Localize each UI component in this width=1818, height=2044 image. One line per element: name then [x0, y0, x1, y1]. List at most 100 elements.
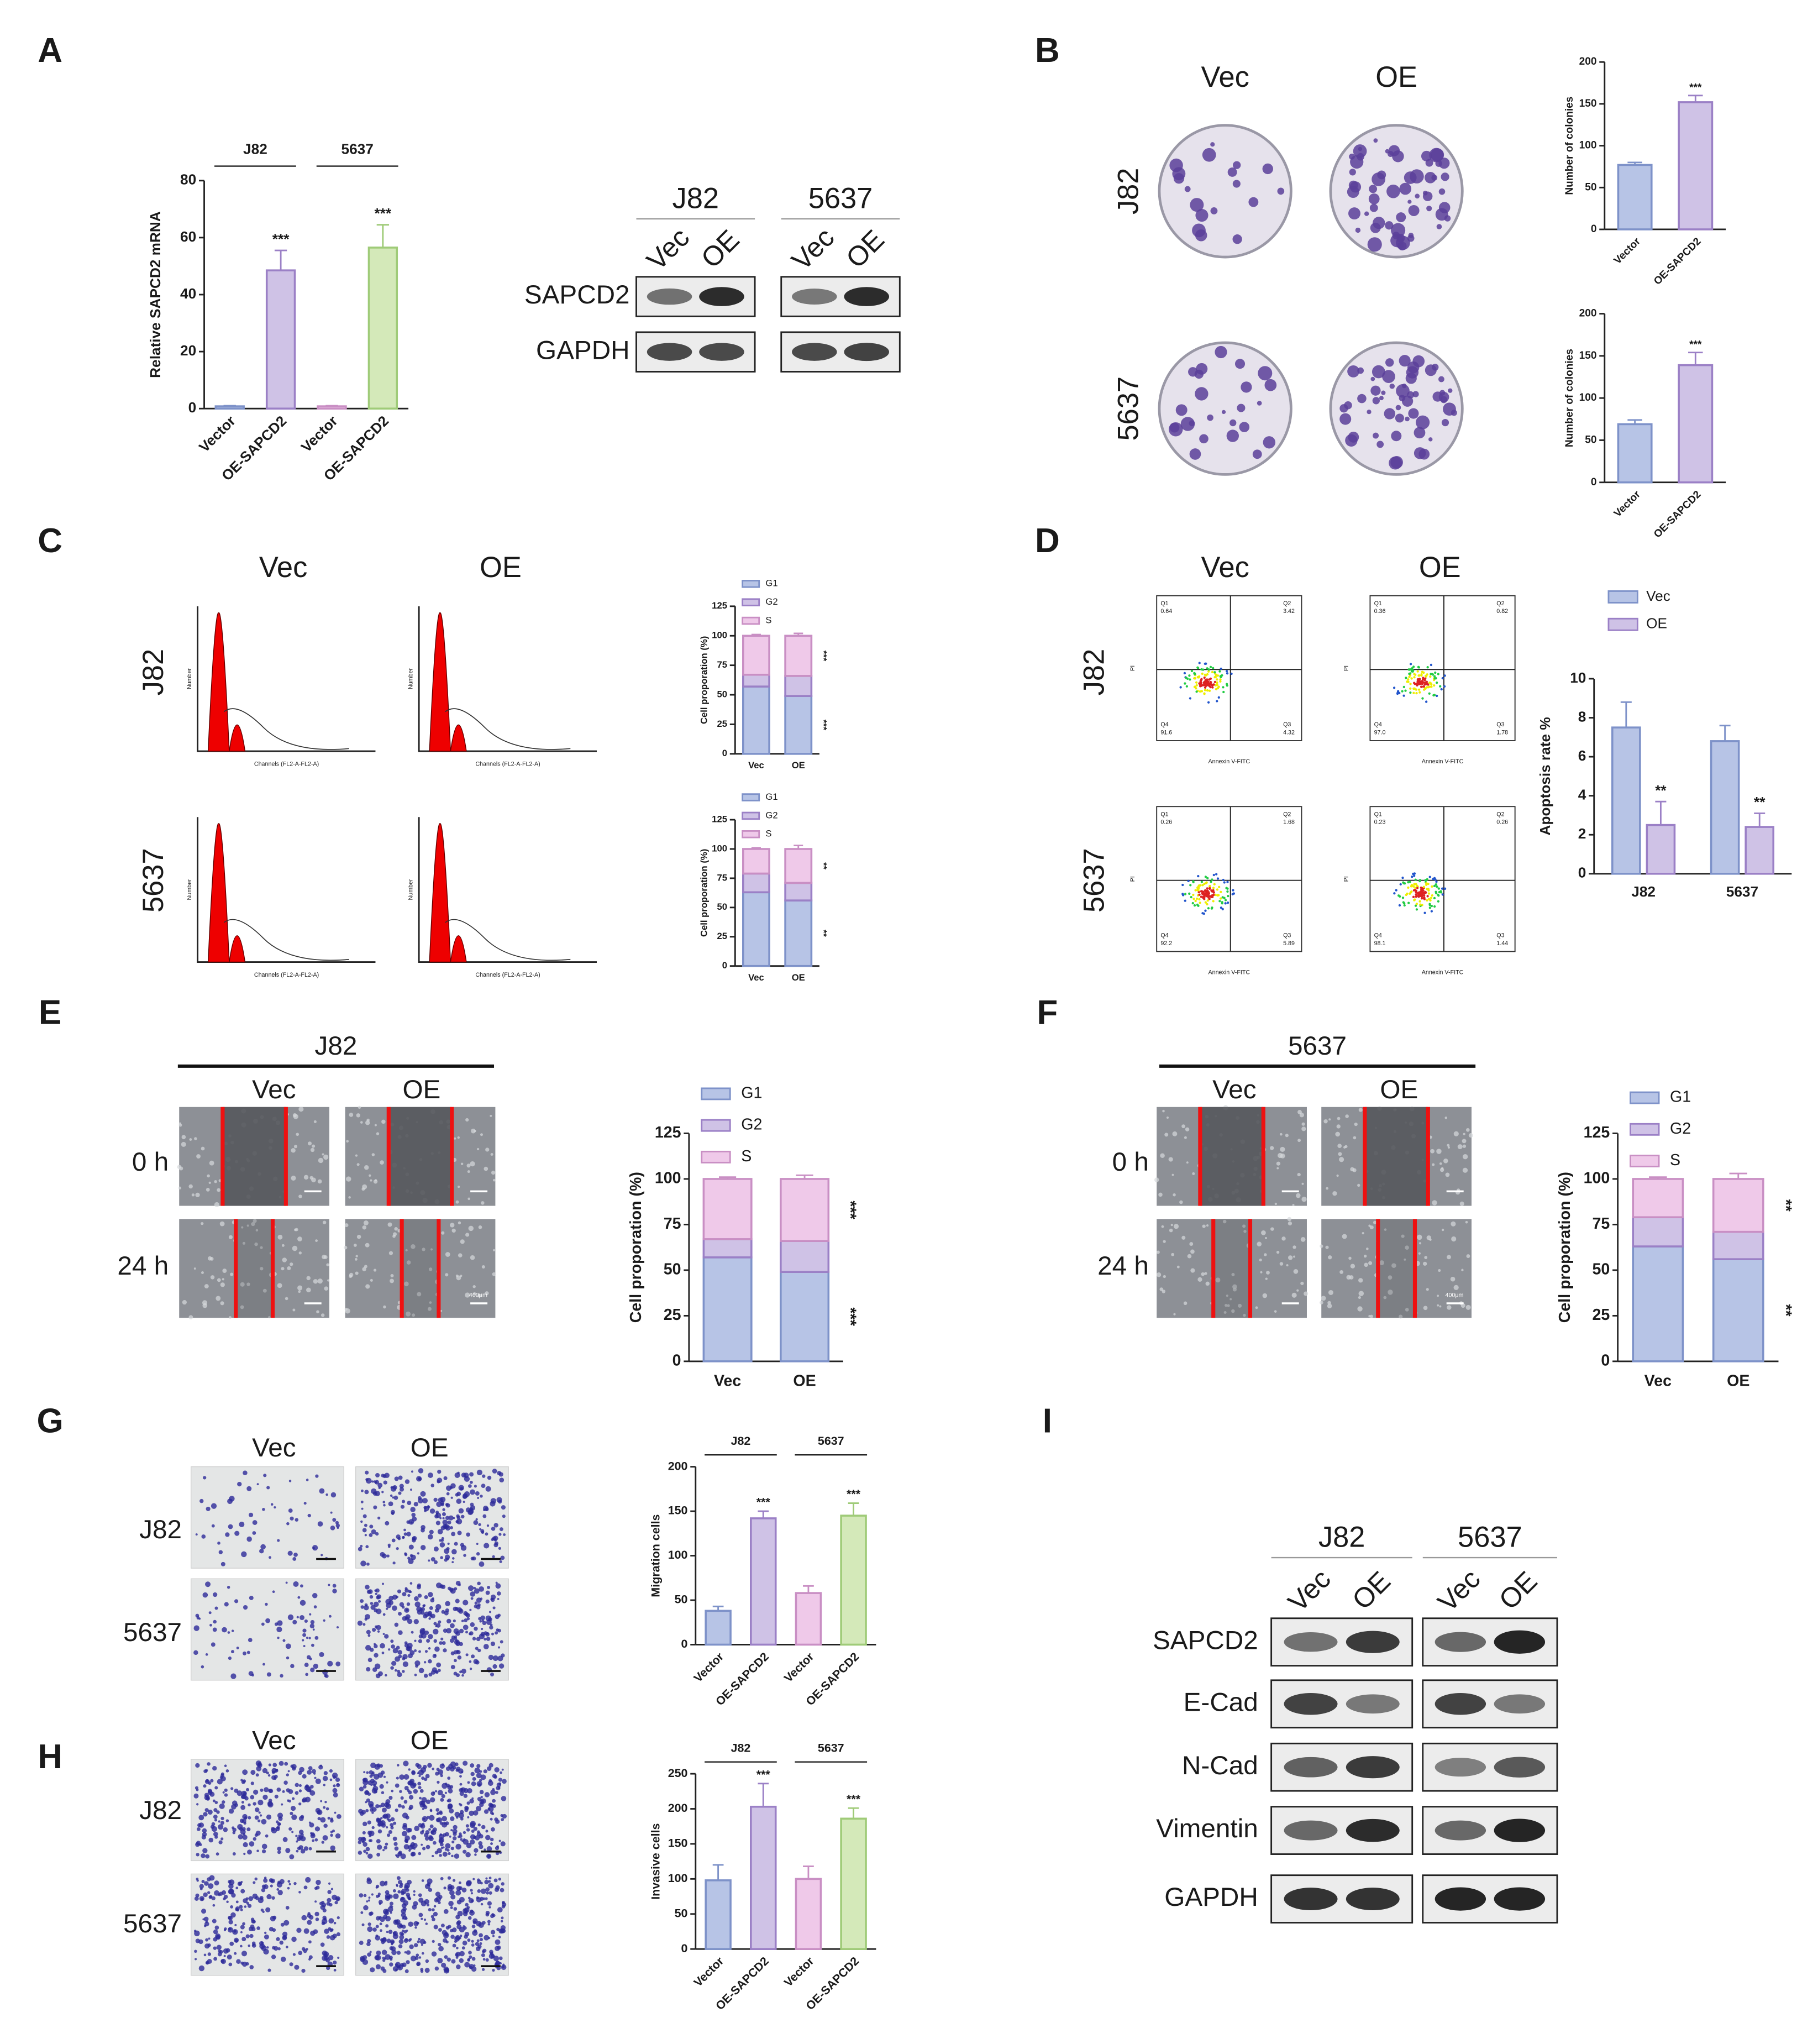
stained-cell: [421, 1879, 424, 1882]
stained-cell: [458, 1508, 464, 1514]
colony: [1207, 414, 1213, 421]
y-tick-label: 125: [712, 600, 727, 611]
stained-cell: [430, 1830, 434, 1835]
stained-cell: [270, 1503, 274, 1506]
cell: [1357, 1306, 1363, 1312]
stained-cell: [488, 1802, 493, 1807]
error-bar: [1627, 161, 1642, 165]
stained-cell: [421, 1797, 427, 1803]
event: [1209, 895, 1211, 898]
stained-cell: [442, 1641, 446, 1645]
stained-cell: [334, 1811, 337, 1814]
stained-cell: [229, 1941, 234, 1946]
stained-cell: [208, 1781, 212, 1785]
colony: [1429, 148, 1444, 163]
stained-cell: [484, 1935, 490, 1941]
stained-cell: [390, 1826, 394, 1830]
stained-cell: [312, 1628, 315, 1631]
stained-cell: [210, 1825, 215, 1829]
stained-cell: [492, 1774, 497, 1779]
image-row-label: J82: [139, 1796, 182, 1825]
stained-cell: [440, 1797, 444, 1802]
stained-cell: [317, 1521, 323, 1527]
stained-cell: [378, 1600, 381, 1603]
stained-cell: [369, 1911, 373, 1916]
significance: **: [1655, 782, 1667, 799]
stained-cell: [296, 1616, 299, 1618]
stained-cell: [496, 1845, 499, 1848]
stained-cell: [495, 1791, 498, 1794]
stained-cell: [484, 1631, 488, 1636]
event: [1203, 676, 1206, 679]
cell: [458, 1253, 463, 1257]
stained-cell: [282, 1935, 287, 1941]
stained-cell: [381, 1491, 384, 1493]
cell: [1173, 1313, 1176, 1316]
stained-cell: [201, 1835, 206, 1839]
stained-cell: [372, 1667, 377, 1672]
colony: [1389, 456, 1402, 470]
legend-label: S: [765, 829, 771, 839]
stained-cell: [322, 1950, 328, 1956]
cell: [298, 1194, 302, 1198]
stained-cell: [298, 1789, 302, 1793]
stained-cell: [408, 1544, 414, 1550]
stained-cell: [314, 1911, 319, 1916]
stained-cell: [461, 1668, 466, 1674]
cell: [441, 1231, 445, 1235]
x-tick-label: Vec: [748, 972, 764, 983]
stained-cell: [434, 1654, 437, 1657]
error-bar: [794, 632, 803, 636]
stained-cell: [315, 1917, 319, 1921]
histogram-g2: [450, 935, 467, 963]
stained-cell: [445, 1843, 451, 1849]
stained-cell: [395, 1968, 398, 1972]
stained-cell: [369, 1951, 372, 1953]
stained-cell: [417, 1594, 422, 1598]
y-tick-label: 25: [1593, 1306, 1610, 1324]
stained-cell: [276, 1888, 280, 1891]
colony: [1408, 205, 1420, 216]
stained-cell: [239, 1905, 243, 1909]
stained-cell: [232, 1826, 235, 1830]
stained-cell: [442, 1852, 448, 1857]
stained-cell: [490, 1789, 496, 1795]
event: [1418, 674, 1421, 677]
event: [1204, 901, 1207, 904]
y-tick-label: 100: [712, 843, 727, 853]
stained-cell: [463, 1831, 466, 1835]
bar-segment: [780, 1178, 830, 1242]
event: [1196, 666, 1199, 669]
stained-cell: [411, 1835, 417, 1840]
histogram-axes: [418, 606, 597, 752]
stained-cell: [216, 1945, 222, 1950]
stained-cell: [302, 1639, 304, 1642]
stained-cell: [479, 1528, 482, 1531]
stained-cell: [459, 1783, 463, 1786]
stained-cell: [501, 1796, 507, 1801]
stained-cell: [443, 1886, 446, 1890]
event: [1412, 895, 1415, 898]
cell: [209, 1257, 214, 1261]
stained-cell: [316, 1879, 321, 1885]
bar-segment: [1712, 1230, 1764, 1260]
bar: [1617, 164, 1653, 230]
cell: [1281, 1236, 1286, 1241]
cell: [344, 1246, 348, 1250]
stained-cell: [420, 1830, 424, 1835]
event: [1413, 872, 1416, 875]
stained-cell: [389, 1901, 393, 1906]
stained-cell: [498, 1782, 501, 1785]
cell: [277, 1234, 283, 1240]
event: [1204, 876, 1207, 878]
cell: [383, 1305, 386, 1309]
stained-cell: [433, 1497, 438, 1502]
event: [1407, 886, 1410, 889]
cell: [1164, 1133, 1169, 1137]
stained-cell: [396, 1776, 399, 1780]
cell: [1156, 1272, 1162, 1277]
stained-cell: [414, 1639, 417, 1642]
image-row-label: J82: [1112, 168, 1144, 215]
stained-cell: [477, 1830, 480, 1833]
stained-cell: [476, 1552, 480, 1556]
